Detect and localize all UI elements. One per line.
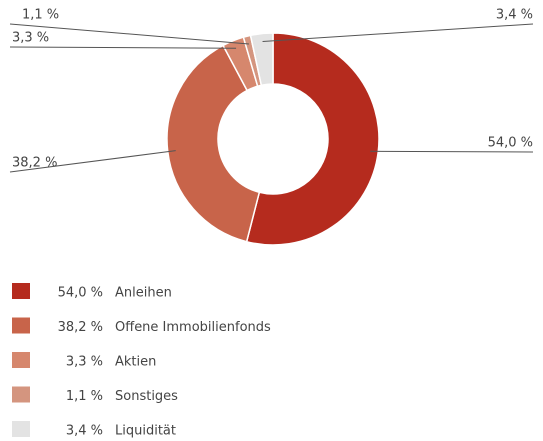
slice-label: 38,2 % — [12, 156, 57, 171]
leader-line — [370, 150, 534, 153]
legend-swatch — [12, 421, 30, 437]
legend-swatch — [12, 317, 30, 334]
leader-line — [9, 150, 176, 173]
legend-swatch — [12, 352, 30, 368]
legend-value: 3,3 % — [66, 355, 103, 370]
legend-value: 1,1 % — [66, 389, 103, 404]
legend-label: Aktien — [115, 355, 156, 370]
donut-slice — [166, 44, 261, 243]
leader-line — [9, 23, 249, 45]
slice-label: 1,1 % — [22, 8, 59, 23]
donut-slice — [245, 32, 380, 246]
slice-label: 54,0 % — [488, 136, 533, 151]
legend-label: Liquidität — [115, 424, 176, 439]
slice-label: 3,3 % — [12, 31, 49, 46]
legend-value: 38,2 % — [58, 320, 103, 335]
legend-value: 3,4 % — [66, 424, 103, 439]
legend-swatch — [12, 386, 30, 403]
legend-label: Sonstiges — [115, 389, 178, 404]
slice-label: 3,4 % — [496, 8, 533, 23]
donut-slice — [249, 32, 274, 87]
legend-swatch — [12, 283, 30, 299]
leader-line — [262, 23, 534, 43]
leader-line — [9, 46, 237, 49]
legend-value: 54,0 % — [58, 286, 103, 301]
legend-label: Offene Immobilienfonds — [115, 320, 271, 335]
legend-label: Anleihen — [115, 286, 172, 301]
